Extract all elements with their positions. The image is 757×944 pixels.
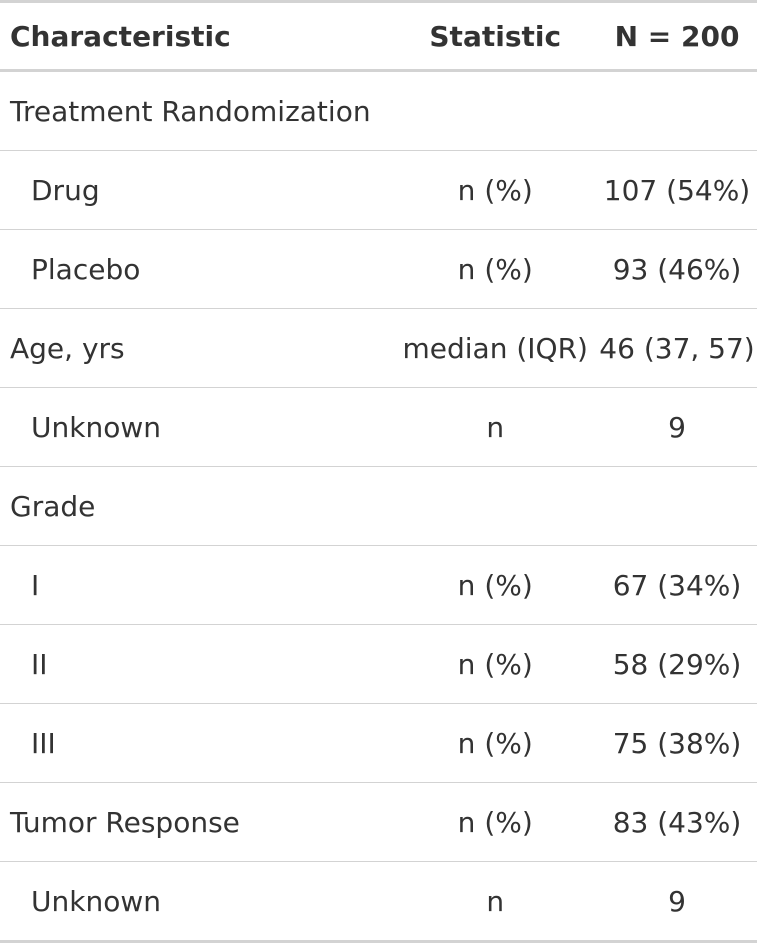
row-label: Unknown: [0, 387, 394, 467]
row-statistic: n (%): [393, 545, 598, 625]
row-value: [597, 466, 757, 546]
row-value: 46 (37, 57): [597, 308, 757, 388]
row-value: 83 (43%): [597, 782, 757, 862]
header-characteristic: Characteristic: [0, 1, 394, 72]
table-header: Characteristic Statistic N = 200: [0, 1, 757, 72]
table-row: Placebo n (%) 93 (46%): [0, 229, 757, 309]
row-statistic: n (%): [393, 703, 598, 783]
row-label: II: [0, 624, 394, 704]
row-label: III: [0, 703, 394, 783]
table-row: Unknown n 9: [0, 387, 757, 467]
row-label: Treatment Randomization: [10, 94, 371, 128]
table-row: Grade: [0, 466, 757, 546]
row-statistic: n: [393, 387, 598, 467]
table-body: Treatment Randomization Drug n (%) 107 (…: [0, 71, 757, 942]
header-row: Characteristic Statistic N = 200: [0, 1, 757, 72]
table-row: Age, yrs median (IQR) 46 (37, 57): [0, 308, 757, 388]
row-value: 58 (29%): [597, 624, 757, 704]
row-value: [597, 71, 757, 151]
row-value: 9: [597, 387, 757, 467]
row-statistic: n (%): [393, 229, 598, 309]
row-label: Drug: [0, 150, 394, 230]
table-row: I n (%) 67 (34%): [0, 545, 757, 625]
row-value: 67 (34%): [597, 545, 757, 625]
row-label: I: [0, 545, 394, 625]
row-statistic: median (IQR): [393, 308, 598, 388]
row-value: 9: [597, 861, 757, 942]
header-n: N = 200: [597, 1, 757, 72]
table-row: III n (%) 75 (38%): [0, 703, 757, 783]
table-row: Drug n (%) 107 (54%): [0, 150, 757, 230]
row-label: Tumor Response: [0, 782, 394, 862]
row-value: 75 (38%): [597, 703, 757, 783]
row-statistic: [393, 466, 598, 546]
table-row: Unknown n 9: [0, 861, 757, 942]
row-statistic: n (%): [393, 150, 598, 230]
row-statistic: n (%): [393, 624, 598, 704]
row-label: Placebo: [0, 229, 394, 309]
row-label: Unknown: [0, 861, 394, 942]
row-value: 93 (46%): [597, 229, 757, 309]
table-row: Treatment Randomization: [0, 71, 757, 151]
header-statistic: Statistic: [393, 1, 598, 72]
table-row: Tumor Response n (%) 83 (43%): [0, 782, 757, 862]
row-label: Grade: [0, 466, 394, 546]
row-statistic: n: [393, 861, 598, 942]
row-statistic: n (%): [393, 782, 598, 862]
row-statistic: [393, 71, 597, 151]
row-label: Age, yrs: [0, 308, 394, 388]
row-value: 107 (54%): [597, 150, 757, 230]
table-row: II n (%) 58 (29%): [0, 624, 757, 704]
